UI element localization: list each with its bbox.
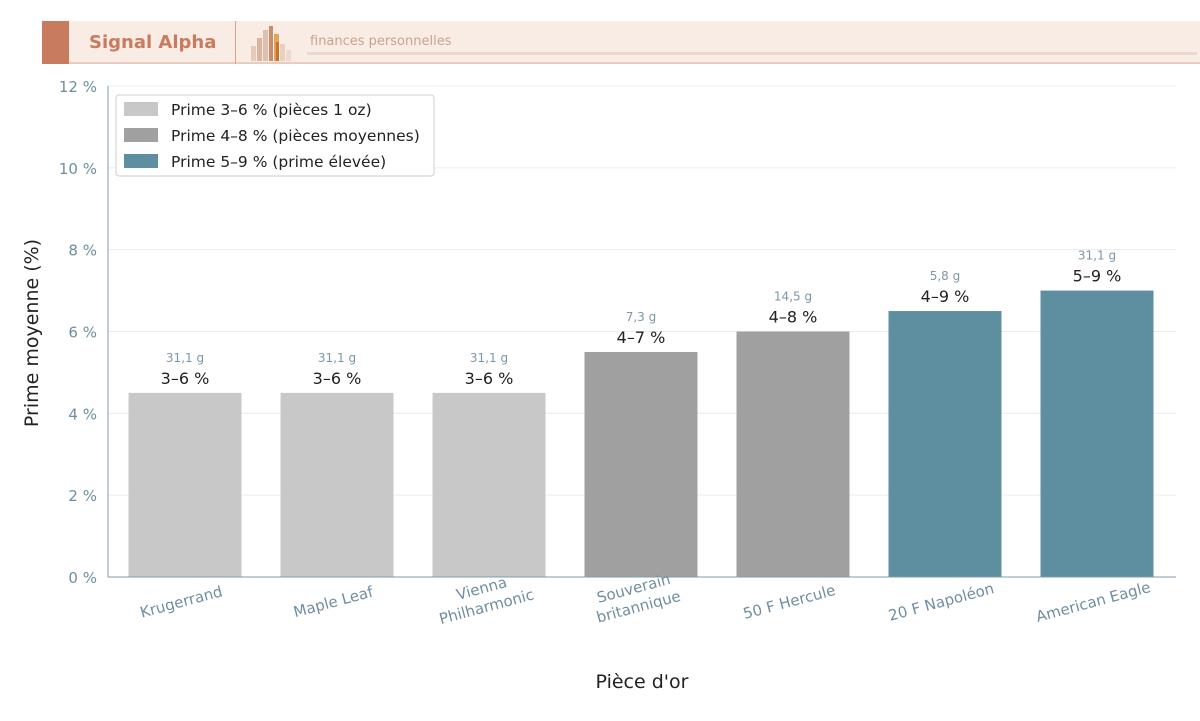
legend-entry: Prime 5–9 % (prime élevée) bbox=[171, 153, 386, 171]
legend-swatch bbox=[124, 102, 158, 116]
bar-weight-label: 31,1 g bbox=[318, 351, 356, 365]
x-tick-label-line: Krugerrand bbox=[138, 582, 224, 621]
bar-range-label: 4–9 % bbox=[921, 287, 970, 306]
x-tick-label: Krugerrand bbox=[138, 582, 224, 621]
brand-rule bbox=[307, 52, 1197, 55]
bar bbox=[736, 331, 850, 577]
x-tick-label: American Eagle bbox=[1034, 578, 1152, 626]
brand-accent-block bbox=[42, 21, 69, 64]
x-tick-label: 50 F Hercule bbox=[741, 581, 837, 623]
bar-weight-label: 14,5 g bbox=[774, 290, 812, 304]
y-tick-label: 12 % bbox=[59, 78, 97, 96]
brand-header: Signal Alpha finances personnelles bbox=[42, 21, 1200, 64]
bar-weight-label: 5,8 g bbox=[930, 269, 961, 283]
bar bbox=[1040, 290, 1154, 577]
legend-swatch bbox=[124, 154, 158, 168]
y-tick-label: 4 % bbox=[68, 405, 97, 423]
bars: 3–6 % 31,1 g 3–6 % 31,1 g 3–6 % 31,1 g 4–7 % 7,… bbox=[128, 249, 1154, 577]
y-tick-label: 0 % bbox=[68, 569, 97, 587]
x-tick-label-line: Maple Leaf bbox=[292, 583, 376, 622]
bar-range-label: 5–9 % bbox=[1073, 267, 1122, 286]
bar-range-label: 3–6 % bbox=[313, 369, 362, 388]
bar bbox=[280, 392, 394, 577]
bar bbox=[432, 392, 546, 577]
x-tick-label-line: 50 F Hercule bbox=[741, 581, 837, 623]
y-tick-labels: 0 % 2 % 4 % 6 % 8 % 10 % 12 % bbox=[59, 78, 97, 587]
bar-weight-label: 31,1 g bbox=[470, 351, 508, 365]
bar-range-label: 3–6 % bbox=[161, 369, 210, 388]
y-axis-title: Prime moyenne (%) bbox=[21, 239, 43, 427]
legend-entry: Prime 3–6 % (pièces 1 oz) bbox=[171, 101, 372, 119]
legend-box bbox=[115, 94, 435, 177]
legend-swatch bbox=[124, 128, 158, 142]
x-tick-label-line: 20 F Napoléon bbox=[887, 579, 996, 624]
x-axis-title: Pièce d'or bbox=[596, 671, 689, 693]
bar bbox=[128, 392, 242, 577]
x-tick-label: 20 F Napoléon bbox=[887, 579, 996, 624]
brand-separator bbox=[235, 21, 236, 64]
y-tick-label: 10 % bbox=[59, 160, 97, 178]
bar-range-label: 4–8 % bbox=[769, 308, 818, 327]
bar-weight-label: 7,3 g bbox=[626, 310, 657, 324]
legend-entry: Prime 4–8 % (pièces moyennes) bbox=[171, 127, 420, 145]
bar-chart-logo-icon bbox=[251, 26, 291, 61]
bar-range-label: 3–6 % bbox=[465, 369, 514, 388]
bar bbox=[888, 311, 1002, 577]
x-tick-label: Maple Leaf bbox=[292, 583, 376, 622]
y-tick-label: 8 % bbox=[68, 242, 97, 260]
bar-weight-label: 31,1 g bbox=[166, 351, 204, 365]
bar-range-label: 4–7 % bbox=[617, 328, 666, 347]
y-tick-label: 2 % bbox=[68, 487, 97, 505]
bar bbox=[584, 351, 698, 577]
bar-weight-label: 31,1 g bbox=[1078, 249, 1116, 263]
x-tick-label-line: American Eagle bbox=[1034, 578, 1152, 626]
y-tick-label: 6 % bbox=[68, 324, 97, 342]
legend: Prime 3–6 % (pièces 1 oz) Prime 4–8 % (pi… bbox=[115, 94, 435, 177]
brand-tagline: finances personnelles bbox=[310, 34, 452, 49]
brand-name: Signal Alpha bbox=[89, 32, 217, 53]
